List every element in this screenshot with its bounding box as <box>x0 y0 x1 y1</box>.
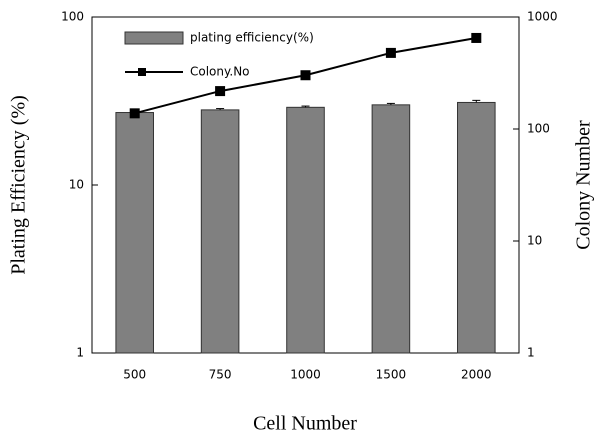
x-tick-label: 2000 <box>461 368 492 382</box>
x-tick-label: 500 <box>123 368 146 382</box>
x-tick-label: 1500 <box>376 368 407 382</box>
legend-swatch <box>124 31 184 45</box>
y2-tick-label: 10 <box>527 234 542 248</box>
legend-label: Colony.No <box>190 65 250 79</box>
error-bar <box>216 108 225 110</box>
x-axis-title: Cell Number <box>253 413 357 435</box>
y-tick-label: 1 <box>76 346 84 360</box>
marker <box>129 108 140 119</box>
marker <box>471 32 482 43</box>
x-tick-label: 750 <box>209 368 232 382</box>
bar <box>200 109 240 354</box>
marker <box>385 47 396 58</box>
marker <box>300 70 311 81</box>
y-axis-title: Plating Efficiency (%) <box>8 95 30 275</box>
y-tick-label: 10 <box>69 178 84 192</box>
error-bar <box>386 102 395 105</box>
error-bar <box>301 105 310 108</box>
bar <box>286 106 325 354</box>
bar <box>457 101 496 354</box>
x-tick-label: 1000 <box>290 368 321 382</box>
y2-tick-label: 1000 <box>527 10 558 24</box>
y-tick-label: 100 <box>61 10 84 24</box>
y2-axis-title: Colony Number <box>573 120 595 250</box>
bar <box>371 104 411 354</box>
marker <box>215 86 226 97</box>
y2-tick-label: 1 <box>527 346 535 360</box>
legend-marker <box>138 68 146 76</box>
y2-tick-label: 100 <box>527 122 550 136</box>
error-bar <box>472 99 481 103</box>
legend-label: plating efficiency(%) <box>190 31 314 45</box>
bar <box>115 112 154 354</box>
